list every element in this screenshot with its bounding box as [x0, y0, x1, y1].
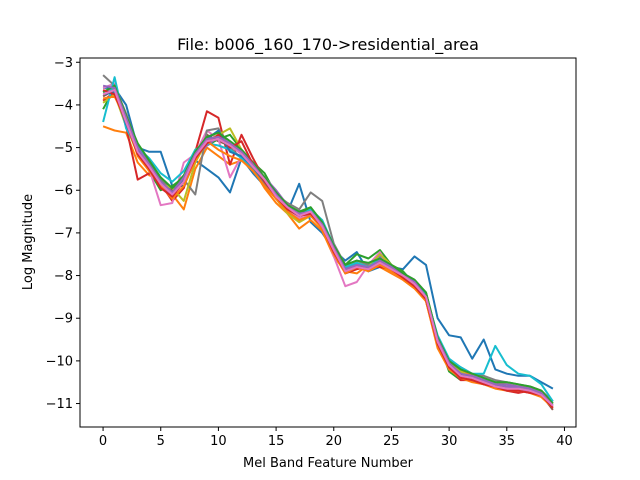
- plot-frame: [79, 57, 577, 428]
- y-axis-label: Log Magnitude: [21, 194, 36, 290]
- y-tick-label: −9: [54, 312, 73, 327]
- y-tick-label: −10: [46, 354, 73, 369]
- x-tick-label: 40: [556, 434, 573, 449]
- y-tick-label: −11: [46, 397, 73, 412]
- x-tick-label: 15: [268, 434, 285, 449]
- x-tick-label: 0: [99, 434, 107, 449]
- x-tick-label: 10: [210, 434, 227, 449]
- x-axis: 0 5 10 15 20 25 30 35 40: [99, 427, 573, 449]
- x-axis-label: Mel Band Feature Number: [243, 456, 414, 471]
- series-layer: [102, 74, 554, 411]
- x-tick-label: 5: [157, 434, 165, 449]
- y-tick-label: −3: [54, 56, 73, 71]
- x-tick-label: 20: [325, 434, 342, 449]
- series-line-16: [102, 89, 554, 407]
- y-tick-label: −6: [54, 184, 73, 199]
- y-tick-label: −8: [54, 269, 73, 284]
- y-tick-label: −7: [54, 226, 73, 241]
- chart-title: File: b006_160_170->residential_area: [177, 35, 479, 55]
- y-tick-label: −4: [54, 98, 73, 113]
- x-tick-label: 35: [499, 434, 516, 449]
- y-axis: −3 −4 −5 −6 −7 −8 −9 −10 −11: [46, 56, 80, 412]
- x-tick-label: 30: [441, 434, 458, 449]
- y-tick-label: −5: [54, 141, 73, 156]
- x-tick-label: 25: [383, 434, 400, 449]
